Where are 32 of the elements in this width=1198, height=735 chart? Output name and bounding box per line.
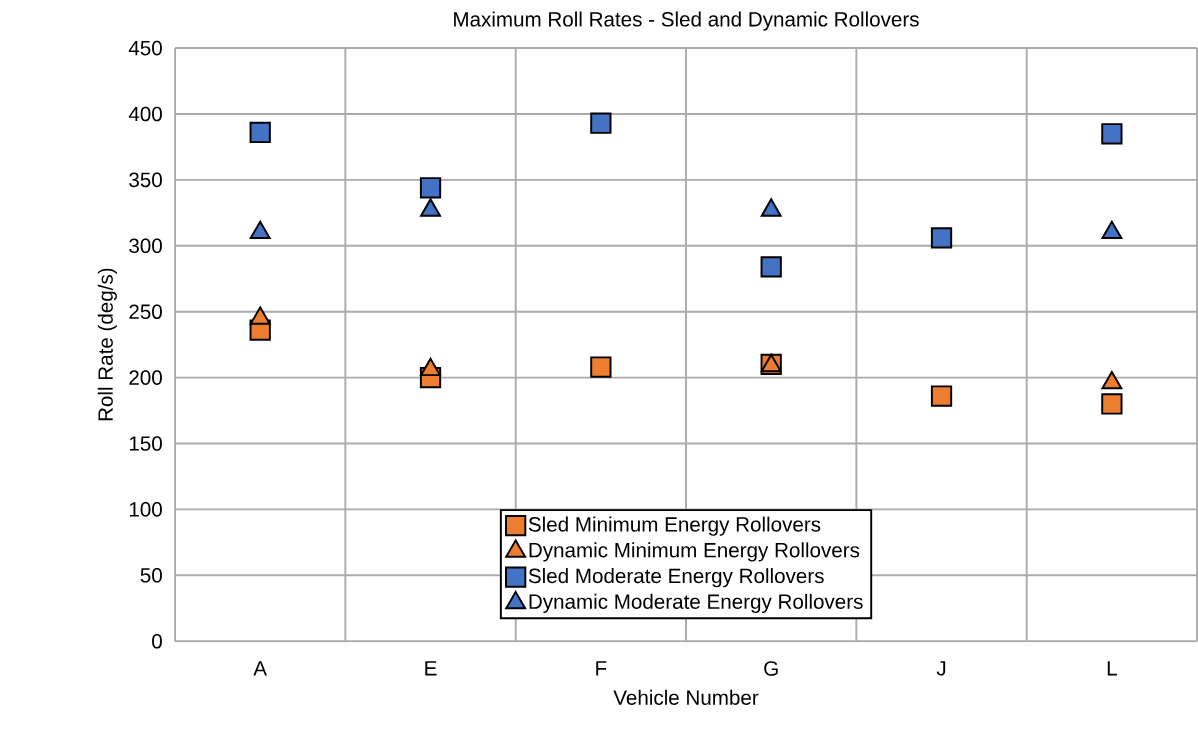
point bbox=[760, 256, 782, 278]
legend-label: Dynamic Moderate Energy Rollovers bbox=[529, 593, 863, 613]
y-tick-label: 350 bbox=[129, 172, 162, 188]
x-tick-label: G bbox=[764, 661, 778, 676]
x-tick-label: L bbox=[1107, 661, 1117, 676]
point bbox=[930, 227, 953, 249]
y-tick-label: 300 bbox=[129, 238, 162, 254]
y-tick-label: 100 bbox=[129, 502, 162, 517]
y-tick-label: 150 bbox=[129, 436, 162, 451]
y-tick-label: 50 bbox=[140, 567, 162, 583]
legend-label: Sled Moderate Energy Rollovers bbox=[528, 568, 824, 588]
point bbox=[1101, 393, 1123, 415]
x-tick-label: E bbox=[425, 661, 437, 676]
point bbox=[419, 177, 442, 199]
y-tick-label: 0 bbox=[152, 633, 162, 649]
y-tick-label: 400 bbox=[128, 106, 162, 122]
point bbox=[590, 356, 612, 378]
legend-label: Sled Minimum Energy Rollovers bbox=[528, 516, 821, 536]
x-axis-title: Vehicle Number bbox=[613, 689, 759, 705]
y-tick-label: 200 bbox=[129, 370, 162, 385]
y-tick-label: 250 bbox=[129, 304, 162, 319]
point bbox=[1101, 123, 1123, 145]
x-tick-label: J bbox=[936, 661, 946, 676]
legend-label: Dynamic Minimum Energy Rollovers bbox=[529, 542, 860, 562]
x-tick-label: A bbox=[253, 661, 268, 676]
point bbox=[590, 112, 612, 134]
y-tick-label: 450 bbox=[128, 40, 162, 56]
chart-title: Maximum Roll Rates - Sled and Dynamic Rollovers bbox=[454, 11, 919, 31]
x-tick-label: F bbox=[596, 661, 607, 676]
y-axis-title: Roll Rate (deg/s) bbox=[97, 268, 117, 421]
point bbox=[930, 385, 953, 407]
point bbox=[249, 121, 271, 144]
